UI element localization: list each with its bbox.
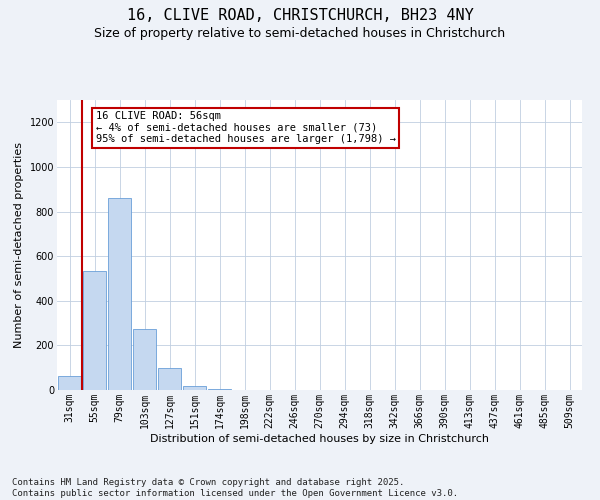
Bar [58, 376, 82, 390]
Text: 16 CLIVE ROAD: 56sqm
← 4% of semi-detached houses are smaller (73)
95% of semi-d: 16 CLIVE ROAD: 56sqm ← 4% of semi-detach… [96, 111, 396, 144]
Bar [182, 386, 206, 390]
Text: Contains HM Land Registry data © Crown copyright and database right 2025.
Contai: Contains HM Land Registry data © Crown c… [12, 478, 458, 498]
Bar [133, 328, 157, 390]
Y-axis label: Number of semi-detached properties: Number of semi-detached properties [14, 142, 24, 348]
Bar [107, 198, 131, 390]
Text: Size of property relative to semi-detached houses in Christchurch: Size of property relative to semi-detach… [94, 28, 506, 40]
Bar [158, 368, 181, 390]
Bar [208, 389, 232, 390]
X-axis label: Distribution of semi-detached houses by size in Christchurch: Distribution of semi-detached houses by … [150, 434, 489, 444]
Text: 16, CLIVE ROAD, CHRISTCHURCH, BH23 4NY: 16, CLIVE ROAD, CHRISTCHURCH, BH23 4NY [127, 8, 473, 22]
Bar [83, 270, 106, 390]
